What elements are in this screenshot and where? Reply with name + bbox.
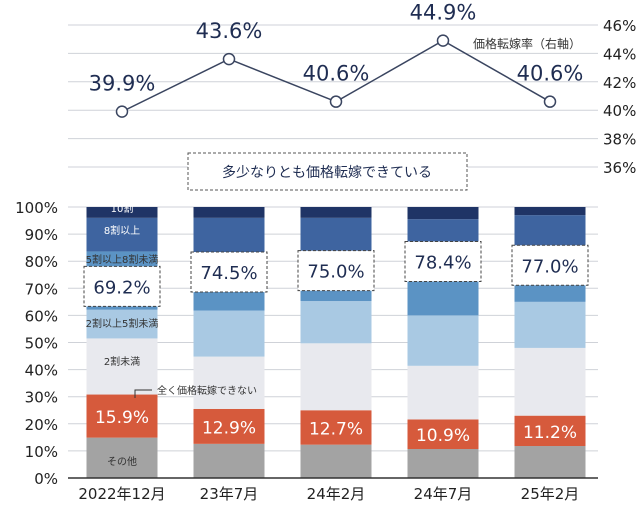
bar-segment <box>514 347 586 416</box>
bar-segment <box>300 410 372 445</box>
red-segment-label: 15.9% <box>95 408 149 428</box>
bar-3: 12.7% 75.0% 24年2月 <box>297 207 375 503</box>
right-axis-tick-label: 44% <box>603 45 636 63</box>
left-axis-tick-label: 80% <box>25 253 58 271</box>
left-axis-tick-label: 20% <box>25 416 58 434</box>
bar-4: 10.9% 78.4% 24年7月 <box>404 207 482 503</box>
total-box <box>190 251 268 293</box>
left-axis-tick-label: 40% <box>25 362 58 380</box>
total-label: 69.2% <box>93 277 150 298</box>
bar-segment <box>514 446 586 478</box>
bar-segment <box>300 301 372 344</box>
stacked-bars: 15.9% 69.2% 2022年12月 12.9% 74.5% 23年7月 12.7% 75… <box>78 202 589 503</box>
series-label: 10割 <box>111 202 134 215</box>
left-axis-tick-label: 100% <box>15 199 58 217</box>
left-axis-tick-label: 70% <box>25 280 58 298</box>
total-label: 78.4% <box>414 252 471 273</box>
bar-segment <box>407 315 479 366</box>
x-axis-tick-label: 24年2月 <box>307 485 366 503</box>
bar-segment <box>300 343 372 411</box>
line-point <box>222 52 236 66</box>
bar-segment <box>300 444 372 478</box>
bar-segment <box>193 310 265 357</box>
total-label: 77.0% <box>521 256 578 277</box>
bar-2: 12.9% 74.5% 23年7月 <box>190 207 268 503</box>
bar-segment <box>86 338 158 395</box>
bar-segment <box>193 443 265 478</box>
bar-segment <box>407 449 479 478</box>
bar-segment <box>86 309 158 339</box>
bar-segment <box>514 301 586 348</box>
bar-segment <box>407 419 479 450</box>
line-point <box>543 95 557 108</box>
series-label: 5割以上8割未満 <box>86 253 159 266</box>
annotation-text: 多少なりとも価格転嫁できている <box>222 164 432 181</box>
right-axis-tick-label: 40% <box>603 102 636 120</box>
series-label: 全く価格転嫁できない <box>157 384 257 397</box>
bar-segment <box>407 207 479 220</box>
x-axis-tick-label: 24年7月 <box>414 485 473 503</box>
bar-segment <box>86 437 158 478</box>
series-label: 8割以上 <box>104 224 140 237</box>
total-box <box>83 265 161 307</box>
x-axis-tick-label: 23年7月 <box>200 485 259 503</box>
bar-5: 11.2% 77.0% 25年2月 <box>511 207 589 503</box>
bar-segment <box>193 356 265 409</box>
bar-segment <box>300 207 372 218</box>
left-axis-tick-label: 50% <box>25 335 58 353</box>
bar-segment <box>86 394 158 438</box>
line-data-label: 44.9% <box>410 1 477 25</box>
series-label: 2割以上5割未満 <box>86 317 159 330</box>
total-box <box>511 244 589 286</box>
bar-segment <box>514 415 586 447</box>
x-axis-tick-label: 25年2月 <box>521 485 580 503</box>
right-axis-tick-label: 46% <box>603 17 636 35</box>
total-label: 74.5% <box>200 263 257 284</box>
bar-1: 15.9% 69.2% 2022年12月 <box>78 207 166 503</box>
bar-segment <box>86 217 158 252</box>
right-axis-tick-label: 38% <box>603 131 636 149</box>
red-segment-label: 10.9% <box>416 426 470 446</box>
left-axis-tick-label: 0% <box>34 470 58 488</box>
x-axis-tick-label: 2022年12月 <box>78 485 165 503</box>
right-axis-tick-label: 36% <box>603 159 636 177</box>
line-legend: 価格転嫁率（右軸） <box>473 36 581 51</box>
total-box <box>404 240 482 282</box>
bar-segment <box>193 408 265 444</box>
line-series: 39.9% 43.6% 40.6% 44.9% 40.6% <box>89 1 584 118</box>
leader-line <box>134 389 152 398</box>
bar-segment <box>514 207 586 216</box>
right-axis-tick-label: 42% <box>603 74 636 92</box>
line-point <box>115 105 129 118</box>
line-data-label: 43.6% <box>196 19 263 43</box>
left-axis-tick-label: 90% <box>25 226 58 244</box>
red-segment-label: 11.2% <box>523 423 577 443</box>
total-box <box>297 250 375 292</box>
left-axis-tick-label: 30% <box>25 389 58 407</box>
annotation-box: 多少なりとも価格転嫁できている <box>187 152 468 191</box>
left-axis-tick-label: 10% <box>25 443 58 461</box>
red-segment-label: 12.9% <box>202 418 256 438</box>
line-point <box>436 34 450 47</box>
line-data-label: 40.6% <box>517 62 584 86</box>
bar-segment <box>193 207 265 218</box>
bar-segment <box>86 207 158 218</box>
bar-segment <box>407 365 479 420</box>
series-label: その他 <box>107 455 137 468</box>
line-point <box>329 95 343 108</box>
red-segment-label: 12.7% <box>309 419 363 439</box>
line-data-label: 40.6% <box>303 62 370 86</box>
total-label: 75.0% <box>307 262 364 283</box>
line-data-label: 39.9% <box>89 72 156 96</box>
left-axis-tick-label: 60% <box>25 307 58 325</box>
series-label: 2割未満 <box>104 355 140 368</box>
